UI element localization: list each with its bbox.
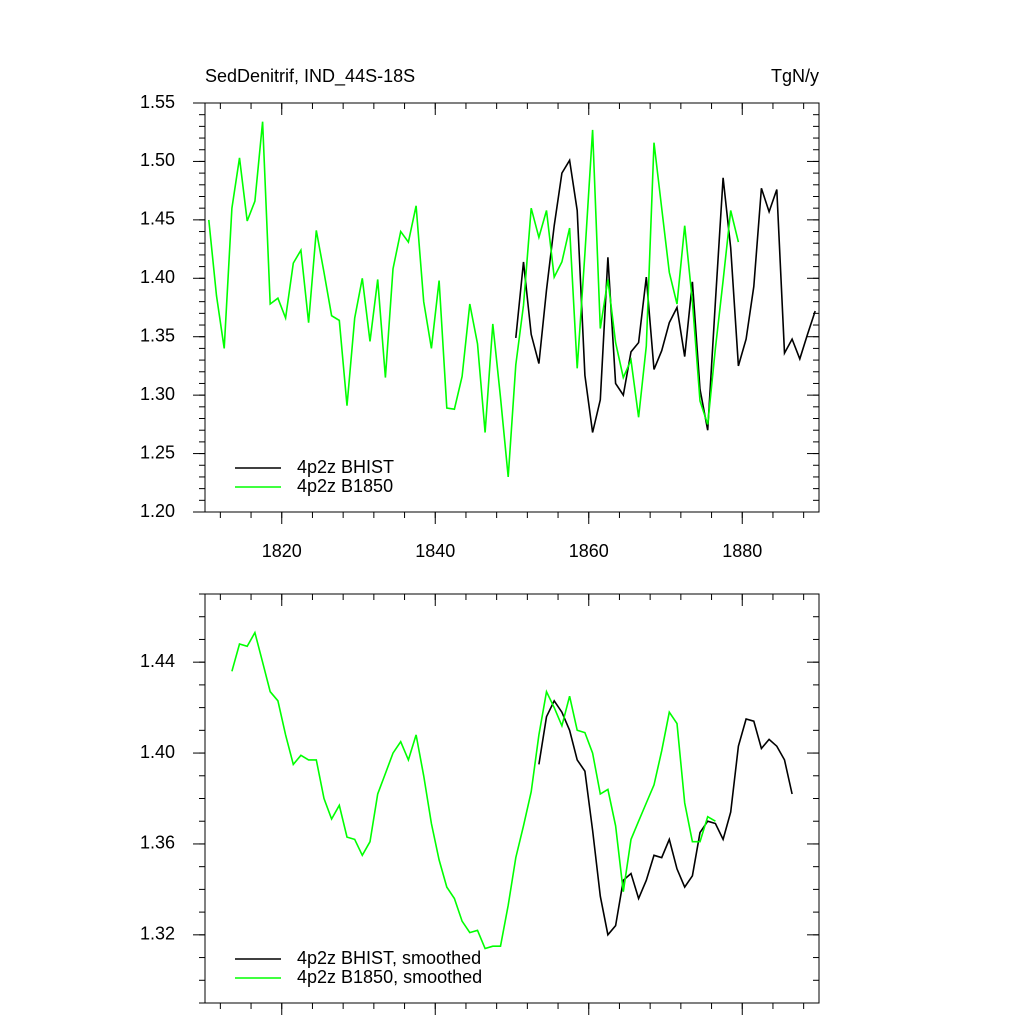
data-line: [515, 157, 816, 433]
x-tick-label: 1820: [262, 541, 302, 561]
x-tick-label: 1860: [569, 541, 609, 561]
y-tick-label: 1.44: [140, 651, 175, 671]
y-tick-label: 1.35: [140, 325, 175, 345]
legend-label: 4p2z B1850: [297, 476, 393, 496]
y-tick-label: 1.40: [140, 742, 175, 762]
plot-frame: [204, 102, 820, 513]
legend-label: 4p2z B1850, smoothed: [297, 967, 482, 987]
chart-title: SedDenitrif, IND_44S-18S: [205, 66, 415, 87]
legend-label: 4p2z BHIST: [297, 457, 394, 477]
y-tick-label: 1.30: [140, 384, 175, 404]
data-line: [231, 630, 716, 950]
y-tick-label: 1.36: [140, 833, 175, 853]
x-tick-label: 1840: [415, 541, 455, 561]
y-tick-label: 1.40: [140, 267, 175, 287]
y-tick-label: 1.20: [140, 501, 175, 521]
y-tick-label: 1.50: [140, 150, 175, 170]
y-tick-label: 1.25: [140, 442, 175, 462]
plot-frame: [204, 593, 820, 1004]
data-line: [208, 121, 740, 477]
data-line: [538, 699, 793, 937]
units-label: TgN/y: [771, 66, 819, 86]
y-tick-label: 1.55: [140, 92, 175, 112]
x-tick-label: 1880: [722, 541, 762, 561]
y-tick-label: 1.45: [140, 209, 175, 229]
legend-label: 4p2z BHIST, smoothed: [297, 948, 481, 968]
y-tick-label: 1.32: [140, 924, 175, 944]
